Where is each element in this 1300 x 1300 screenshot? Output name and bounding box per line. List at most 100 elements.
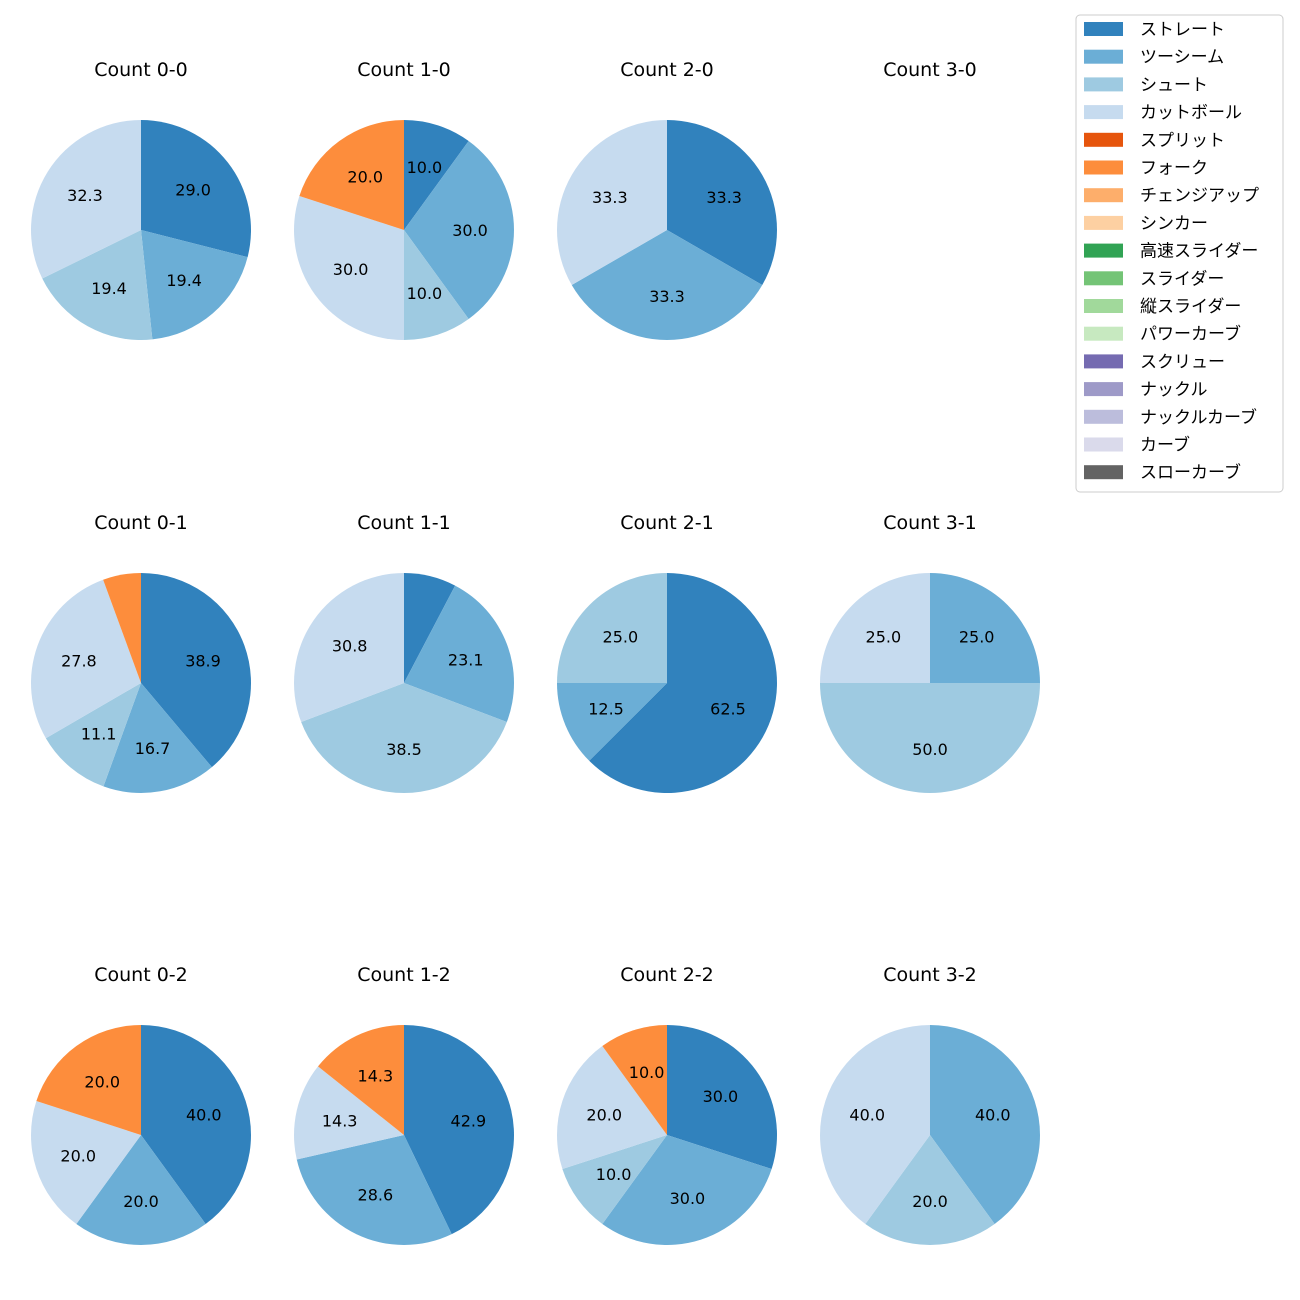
pie-title: Count 0-0 [94, 59, 188, 81]
pie-title: Count 0-1 [94, 512, 188, 534]
legend-swatch [1084, 465, 1123, 480]
legend-label: 高速スライダー [1140, 242, 1258, 262]
slice-label: 19.4 [91, 279, 127, 298]
slice-label: 20.0 [84, 1073, 120, 1092]
pie-count-3-1: Count 3-1 25.0 50.0 25.0 [820, 512, 1040, 793]
slice-label: 28.6 [358, 1185, 394, 1204]
pie-title: Count 3-1 [883, 512, 977, 534]
pie-count-0-0: Count 0-0 29.0 19.4 19.4 32.3 [31, 59, 251, 340]
legend-item: ストレート [1084, 20, 1225, 40]
pie-title: Count 0-2 [94, 964, 188, 986]
slice-label: 42.9 [451, 1111, 487, 1130]
pie-count-0-2: Count 0-2 40.0 20.0 20.0 20.0 [31, 964, 251, 1245]
legend-label: 縦スライダー [1140, 297, 1241, 317]
pie-title: Count 2-1 [620, 512, 714, 534]
legend-swatch [1084, 243, 1123, 258]
legend-label: スライダー [1140, 269, 1224, 289]
pie-count-3-0: Count 3-0 [883, 59, 977, 81]
slice-label: 20.0 [586, 1106, 622, 1125]
legend-item: スクリュー [1084, 352, 1225, 372]
pie-slice [141, 573, 251, 768]
pie-slice [557, 1046, 667, 1169]
pie-slice [602, 1025, 667, 1135]
pie-slice [294, 573, 404, 723]
slice-label: 10.0 [407, 284, 443, 303]
slice-label: 33.3 [592, 188, 628, 207]
pie-count-2-2: Count 2-2 30.0 30.0 10.0 20.0 10.0 [557, 964, 777, 1245]
legend-swatch [1084, 105, 1123, 120]
pie-slice [557, 573, 667, 683]
pie-slice [103, 573, 141, 683]
slice-label: 32.3 [67, 186, 103, 205]
legend-frame [1075, 14, 1284, 493]
slice-label: 30.0 [703, 1087, 739, 1106]
legend-swatch [1084, 132, 1123, 147]
pie-slice [42, 230, 153, 340]
pie-count-0-1: Count 0-1 38.9 16.7 11.1 27.8 [30, 512, 251, 793]
pie-slice [299, 120, 404, 230]
legend-label: チェンジアップ [1140, 186, 1259, 206]
legend-label: ストレート [1140, 20, 1225, 40]
slice-label: 38.9 [185, 651, 221, 670]
pie-slice [294, 1066, 404, 1160]
pie-count-1-1: Count 1-1 23.1 38.5 30.8 [294, 512, 514, 793]
legend-swatch [1084, 49, 1123, 64]
legend-item: スローカーブ [1084, 462, 1241, 483]
pie-slice [76, 1135, 206, 1245]
pie-title: Count 2-2 [620, 964, 714, 986]
pie-slice [31, 120, 141, 279]
legend-label: スクリュー [1140, 352, 1225, 372]
legend-item: カットボール [1084, 103, 1242, 123]
slice-label: 25.0 [866, 627, 902, 646]
slice-label: 33.3 [649, 287, 685, 306]
slice-label: 10.0 [407, 158, 443, 177]
pie-count-3-2: Count 3-2 40.0 20.0 40.0 [820, 964, 1040, 1245]
legend-item: ツーシーム [1084, 48, 1224, 68]
pie-slice [557, 683, 667, 761]
slice-label: 19.4 [166, 271, 202, 290]
pie-slice [930, 573, 1040, 683]
pie-slice [103, 683, 212, 793]
slice-label: 20.0 [912, 1192, 948, 1211]
pie-slice [820, 683, 1040, 793]
pie-title: Count 2-0 [620, 59, 714, 81]
pie-slice [296, 1135, 452, 1245]
pie-slice [562, 1135, 667, 1224]
legend-label: ナックル [1140, 380, 1208, 400]
pie-slice [667, 1025, 777, 1169]
legend-label: フォーク [1140, 159, 1208, 179]
legend-item: スプリット [1084, 131, 1225, 151]
legend-item: チェンジアップ [1084, 186, 1259, 206]
legend-label: スプリット [1140, 131, 1225, 151]
pie-slice [930, 1025, 1040, 1224]
legend-swatch [1084, 77, 1123, 92]
legend-label: カーブ [1140, 435, 1190, 456]
pie-slice [404, 1025, 514, 1235]
pie-slice [602, 1135, 772, 1245]
slice-label: 62.5 [710, 699, 746, 718]
slice-label: 30.0 [670, 1189, 706, 1208]
slice-label: 38.5 [386, 740, 422, 759]
legend-label: シュート [1140, 75, 1208, 95]
pies-layer: Count 0-0 29.0 19.4 19.4 32.3 Count 1-0 10.0 30… [30, 59, 1040, 1245]
legend-item: スライダー [1084, 269, 1224, 289]
pie-slice [317, 1025, 404, 1135]
legend-item: パワーカーブ [1084, 324, 1241, 345]
legend: ストレートツーシームシュートカットボールスプリットフォークチェンジアップシンカー… [1075, 14, 1284, 493]
pie-count-1-2: Count 1-2 42.9 28.6 14.3 14.3 [294, 964, 514, 1245]
slice-label: 40.0 [849, 1106, 885, 1125]
pie-slice [45, 683, 141, 787]
legend-item: ナックル [1084, 380, 1208, 400]
slice-label: 33.3 [706, 188, 742, 207]
slice-label: 20.0 [123, 1192, 159, 1211]
slice-label: 29.0 [175, 181, 211, 200]
legend-swatch [1084, 22, 1123, 36]
legend-label: ツーシーム [1140, 48, 1224, 68]
pie-slice [404, 573, 456, 683]
pie-slice [820, 1025, 930, 1224]
legend-label: シンカー [1140, 214, 1208, 234]
slice-label: 20.0 [347, 168, 383, 187]
legend-swatch [1084, 215, 1123, 230]
slice-label: 14.3 [322, 1111, 358, 1130]
pie-slice [556, 120, 667, 285]
